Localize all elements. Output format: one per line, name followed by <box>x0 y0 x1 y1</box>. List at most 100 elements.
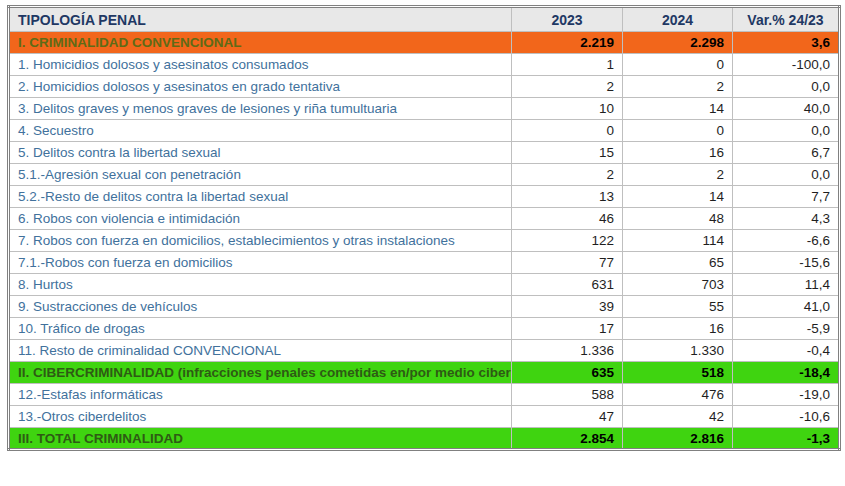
cell-2023: 13 <box>512 186 623 208</box>
cell-2023: 47 <box>512 406 623 428</box>
cell-tipologia: I. CRIMINALIDAD CONVENCIONAL <box>9 32 512 54</box>
table-row: 8. Hurtos 631 703 11,4 <box>9 274 840 296</box>
report-page: TIPOLOGÍA PENAL 2023 2024 Var.% 24/23 I.… <box>0 0 845 486</box>
cell-2023: 77 <box>512 252 623 274</box>
cell-2024: 42 <box>623 406 733 428</box>
cell-variation: -19,0 <box>733 384 840 406</box>
cell-2024: 703 <box>623 274 733 296</box>
cell-2024: 16 <box>623 142 733 164</box>
cell-2024: 0 <box>623 54 733 76</box>
cell-2024: 14 <box>623 186 733 208</box>
cell-2023: 2 <box>512 164 623 186</box>
cell-variation: -0,4 <box>733 340 840 362</box>
table-row: 7. Robos con fuerza en domicilios, estab… <box>9 230 840 252</box>
table-row: I. CRIMINALIDAD CONVENCIONAL 2.219 2.298… <box>9 32 840 54</box>
cell-2024: 2.816 <box>623 428 733 450</box>
cell-2023: 46 <box>512 208 623 230</box>
cell-2024: 48 <box>623 208 733 230</box>
cell-2024: 0 <box>623 120 733 142</box>
cell-2024: 1.330 <box>623 340 733 362</box>
table-row: 7.1.-Robos con fuerza en domicilios 77 6… <box>9 252 840 274</box>
cell-2024: 16 <box>623 318 733 340</box>
cell-variation: 0,0 <box>733 76 840 98</box>
header-row: TIPOLOGÍA PENAL 2023 2024 Var.% 24/23 <box>9 7 840 32</box>
table-row: 11. Resto de criminalidad CONVENCIONAL 1… <box>9 340 840 362</box>
cell-2023: 631 <box>512 274 623 296</box>
cell-variation: 6,7 <box>733 142 840 164</box>
cell-2024: 518 <box>623 362 733 384</box>
header-2024: 2024 <box>623 7 733 32</box>
table-row: 5.1.-Agresión sexual con penetración 2 2… <box>9 164 840 186</box>
cell-tipologia: 2. Homicidios dolosos y asesinatos en gr… <box>9 76 512 98</box>
cell-variation: 0,0 <box>733 164 840 186</box>
header-tipologia-penal: TIPOLOGÍA PENAL <box>9 7 512 32</box>
cell-tipologia: 7.1.-Robos con fuerza en domicilios <box>9 252 512 274</box>
cell-variation: 0,0 <box>733 120 840 142</box>
cell-2024: 2 <box>623 76 733 98</box>
cell-2023: 10 <box>512 98 623 120</box>
cell-tipologia: 5.1.-Agresión sexual con penetración <box>9 164 512 186</box>
cell-2024: 2 <box>623 164 733 186</box>
cell-tipologia: 9. Sustracciones de vehículos <box>9 296 512 318</box>
cell-variation: 11,4 <box>733 274 840 296</box>
table-row: III. TOTAL CRIMINALIDAD 2.854 2.816 -1,3 <box>9 428 840 450</box>
cell-tipologia: 3. Delitos graves y menos graves de lesi… <box>9 98 512 120</box>
cell-variation: 40,0 <box>733 98 840 120</box>
cell-tipologia: 8. Hurtos <box>9 274 512 296</box>
table-row: 5.2.-Resto de delitos contra la libertad… <box>9 186 840 208</box>
table-row: 13.-Otros ciberdelitos 47 42 -10,6 <box>9 406 840 428</box>
cell-2023: 39 <box>512 296 623 318</box>
header-2023: 2023 <box>512 7 623 32</box>
cell-variation: -10,6 <box>733 406 840 428</box>
table-row: 6. Robos con violencia e intimidación 46… <box>9 208 840 230</box>
cell-variation: -5,9 <box>733 318 840 340</box>
cell-tipologia: 6. Robos con violencia e intimidación <box>9 208 512 230</box>
cell-2023: 15 <box>512 142 623 164</box>
cell-2023: 17 <box>512 318 623 340</box>
cell-tipologia: 7. Robos con fuerza en domicilios, estab… <box>9 230 512 252</box>
cell-tipologia: III. TOTAL CRIMINALIDAD <box>9 428 512 450</box>
table-row: II. CIBERCRIMINALIDAD (infracciones pena… <box>9 362 840 384</box>
cell-variation: -6,6 <box>733 230 840 252</box>
cell-tipologia: 5. Delitos contra la libertad sexual <box>9 142 512 164</box>
table-row: 5. Delitos contra la libertad sexual 15 … <box>9 142 840 164</box>
table-header: TIPOLOGÍA PENAL 2023 2024 Var.% 24/23 <box>9 7 840 32</box>
table-row: 2. Homicidios dolosos y asesinatos en gr… <box>9 76 840 98</box>
cell-2023: 2.854 <box>512 428 623 450</box>
cell-2024: 2.298 <box>623 32 733 54</box>
cell-variation: -18,4 <box>733 362 840 384</box>
table-row: 4. Secuestro 0 0 0,0 <box>9 120 840 142</box>
cell-variation: -15,6 <box>733 252 840 274</box>
cell-tipologia: 1. Homicidios dolosos y asesinatos consu… <box>9 54 512 76</box>
table-row: 12.-Estafas informáticas 588 476 -19,0 <box>9 384 840 406</box>
cell-2023: 1 <box>512 54 623 76</box>
cell-2024: 65 <box>623 252 733 274</box>
cell-tipologia: 4. Secuestro <box>9 120 512 142</box>
cell-variation: 4,3 <box>733 208 840 230</box>
cell-variation: -1,3 <box>733 428 840 450</box>
cell-tipologia: 11. Resto de criminalidad CONVENCIONAL <box>9 340 512 362</box>
cell-tipologia: II. CIBERCRIMINALIDAD (infracciones pena… <box>9 362 512 384</box>
cell-variation: 41,0 <box>733 296 840 318</box>
cell-2023: 0 <box>512 120 623 142</box>
cell-tipologia: 12.-Estafas informáticas <box>9 384 512 406</box>
cell-2023: 1.336 <box>512 340 623 362</box>
cell-2023: 635 <box>512 362 623 384</box>
table-body: I. CRIMINALIDAD CONVENCIONAL 2.219 2.298… <box>9 32 840 450</box>
cell-variation: 3,6 <box>733 32 840 54</box>
cell-tipologia: 13.-Otros ciberdelitos <box>9 406 512 428</box>
crime-typology-table: TIPOLOGÍA PENAL 2023 2024 Var.% 24/23 I.… <box>7 5 841 451</box>
cell-2024: 55 <box>623 296 733 318</box>
table-row: 1. Homicidios dolosos y asesinatos consu… <box>9 54 840 76</box>
header-variation: Var.% 24/23 <box>733 7 840 32</box>
table-row: 10. Tráfico de drogas 17 16 -5,9 <box>9 318 840 340</box>
cell-variation: 7,7 <box>733 186 840 208</box>
table-row: 3. Delitos graves y menos graves de lesi… <box>9 98 840 120</box>
table-row: 9. Sustracciones de vehículos 39 55 41,0 <box>9 296 840 318</box>
cell-2024: 14 <box>623 98 733 120</box>
cell-2024: 476 <box>623 384 733 406</box>
cell-2023: 2 <box>512 76 623 98</box>
cell-2024: 114 <box>623 230 733 252</box>
cell-tipologia: 5.2.-Resto de delitos contra la libertad… <box>9 186 512 208</box>
cell-2023: 588 <box>512 384 623 406</box>
